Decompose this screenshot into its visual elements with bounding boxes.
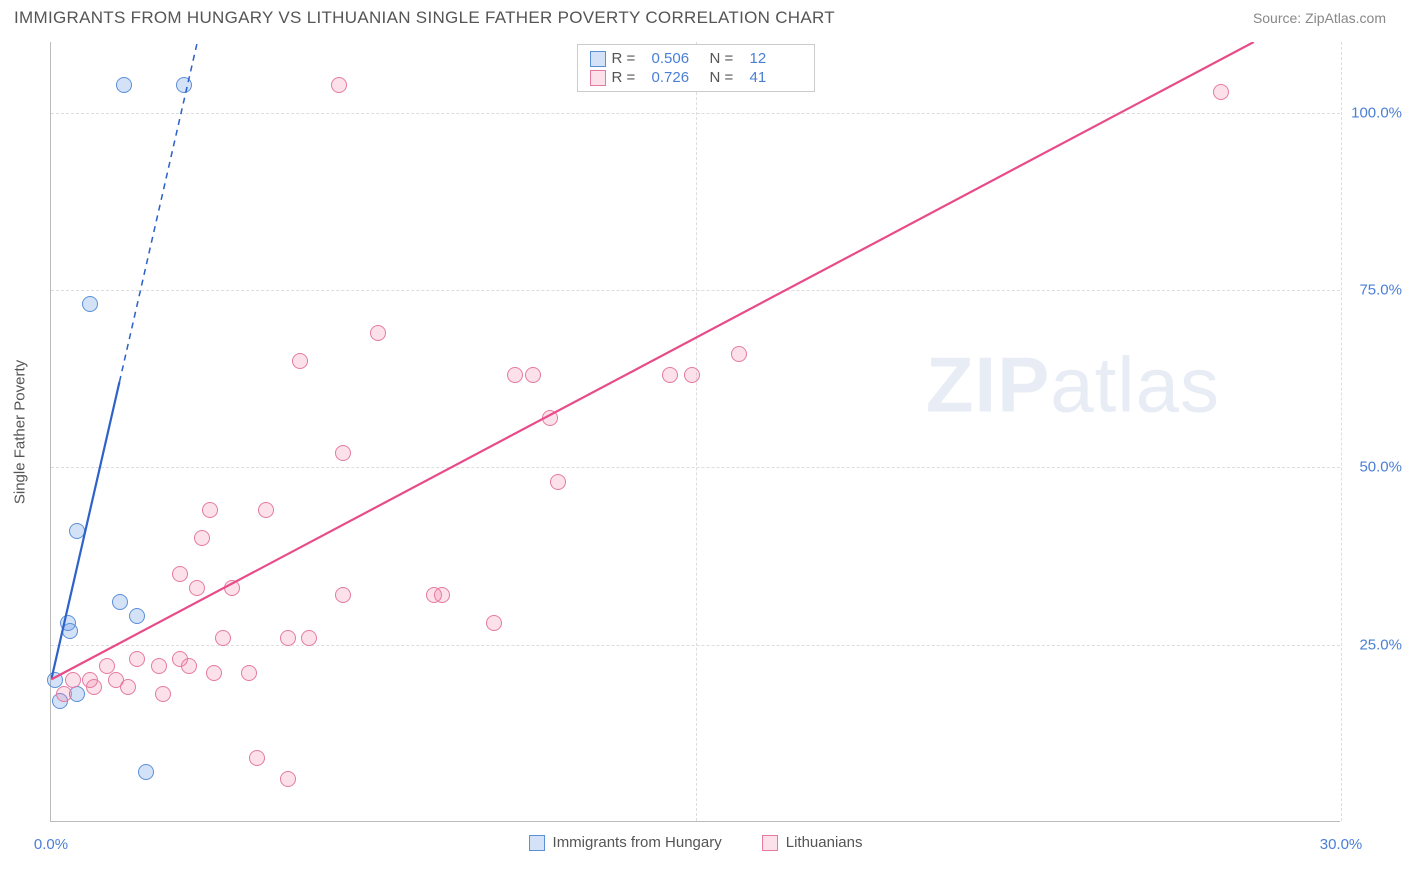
y-tick-label: 75.0% — [1359, 282, 1402, 299]
scatter-point-lithuanian — [301, 630, 317, 646]
scatter-point-hungary — [129, 608, 145, 624]
scatter-point-lithuanian — [151, 658, 167, 674]
scatter-point-lithuanian — [292, 353, 308, 369]
plot-container: Single Father Poverty ZIPatlas R = 0.506… — [50, 42, 1340, 822]
legend-N-label: N = — [710, 69, 744, 86]
scatter-point-lithuanian — [525, 367, 541, 383]
scatter-point-lithuanian — [280, 771, 296, 787]
legend-label-lithuanian: Lithuanians — [786, 834, 863, 851]
scatter-point-hungary — [176, 77, 192, 93]
scatter-point-lithuanian — [662, 367, 678, 383]
scatter-point-lithuanian — [65, 672, 81, 688]
scatter-point-lithuanian — [155, 686, 171, 702]
scatter-point-lithuanian — [370, 325, 386, 341]
scatter-point-hungary — [138, 764, 154, 780]
scatter-point-lithuanian — [206, 665, 222, 681]
legend-item-lithuanian: Lithuanians — [762, 834, 863, 851]
legend-row-lithuanian: R = 0.726 N = 41 — [590, 68, 802, 87]
y-tick-label: 50.0% — [1359, 459, 1402, 476]
gridline-vertical — [696, 42, 697, 821]
scatter-point-hungary — [69, 523, 85, 539]
legend-R-value-hungary: 0.506 — [652, 50, 704, 67]
scatter-point-lithuanian — [335, 445, 351, 461]
scatter-point-lithuanian — [129, 651, 145, 667]
legend-swatch-lithuanian — [762, 835, 778, 851]
x-tick-label: 0.0% — [34, 836, 68, 853]
watermark: ZIPatlas — [926, 339, 1220, 430]
scatter-point-lithuanian — [434, 587, 450, 603]
scatter-point-lithuanian — [507, 367, 523, 383]
legend-row-hungary: R = 0.506 N = 12 — [590, 49, 802, 68]
legend-R-label: R = — [612, 50, 646, 67]
scatter-point-lithuanian — [194, 530, 210, 546]
scatter-point-lithuanian — [224, 580, 240, 596]
scatter-point-lithuanian — [486, 615, 502, 631]
legend-R-label: R = — [612, 69, 646, 86]
scatter-point-lithuanian — [215, 630, 231, 646]
scatter-point-lithuanian — [56, 686, 72, 702]
scatter-point-lithuanian — [1213, 84, 1229, 100]
trend-line-hungary — [51, 382, 119, 679]
scatter-point-lithuanian — [280, 630, 296, 646]
scatter-point-lithuanian — [86, 679, 102, 695]
scatter-point-lithuanian — [542, 410, 558, 426]
x-tick-label: 30.0% — [1320, 836, 1363, 853]
scatter-point-lithuanian — [258, 502, 274, 518]
scatter-point-lithuanian — [335, 587, 351, 603]
scatter-point-lithuanian — [172, 566, 188, 582]
scatter-point-lithuanian — [241, 665, 257, 681]
plot-area: ZIPatlas R = 0.506 N = 12 R = 0.726 N = … — [50, 42, 1340, 822]
scatter-point-lithuanian — [181, 658, 197, 674]
legend-R-value-lithuanian: 0.726 — [652, 69, 704, 86]
scatter-point-lithuanian — [202, 502, 218, 518]
scatter-point-lithuanian — [189, 580, 205, 596]
legend-N-label: N = — [710, 50, 744, 67]
legend-swatch-hungary — [529, 835, 545, 851]
y-axis-title: Single Father Poverty — [12, 360, 29, 504]
chart-header: IMMIGRANTS FROM HUNGARY VS LITHUANIAN SI… — [0, 0, 1406, 34]
scatter-point-hungary — [116, 77, 132, 93]
scatter-point-lithuanian — [684, 367, 700, 383]
scatter-point-lithuanian — [731, 346, 747, 362]
scatter-point-lithuanian — [331, 77, 347, 93]
legend-swatch-lithuanian — [590, 70, 606, 86]
y-tick-label: 25.0% — [1359, 636, 1402, 653]
legend-item-hungary: Immigrants from Hungary — [529, 834, 722, 851]
legend-N-value-hungary: 12 — [750, 50, 802, 67]
legend-N-value-lithuanian: 41 — [750, 69, 802, 86]
chart-title: IMMIGRANTS FROM HUNGARY VS LITHUANIAN SI… — [14, 8, 835, 28]
legend-swatch-hungary — [590, 51, 606, 67]
scatter-point-lithuanian — [249, 750, 265, 766]
y-tick-label: 100.0% — [1351, 104, 1402, 121]
trend-line-hungary-dashed — [119, 42, 197, 382]
scatter-point-lithuanian — [120, 679, 136, 695]
legend-label-hungary: Immigrants from Hungary — [553, 834, 722, 851]
source-label: Source: ZipAtlas.com — [1253, 10, 1386, 26]
legend-series: Immigrants from Hungary Lithuanians — [529, 834, 863, 851]
legend-correlation: R = 0.506 N = 12 R = 0.726 N = 41 — [577, 44, 815, 92]
scatter-point-hungary — [82, 296, 98, 312]
scatter-point-lithuanian — [550, 474, 566, 490]
gridline-vertical — [1341, 42, 1342, 821]
scatter-point-hungary — [62, 623, 78, 639]
scatter-point-hungary — [112, 594, 128, 610]
